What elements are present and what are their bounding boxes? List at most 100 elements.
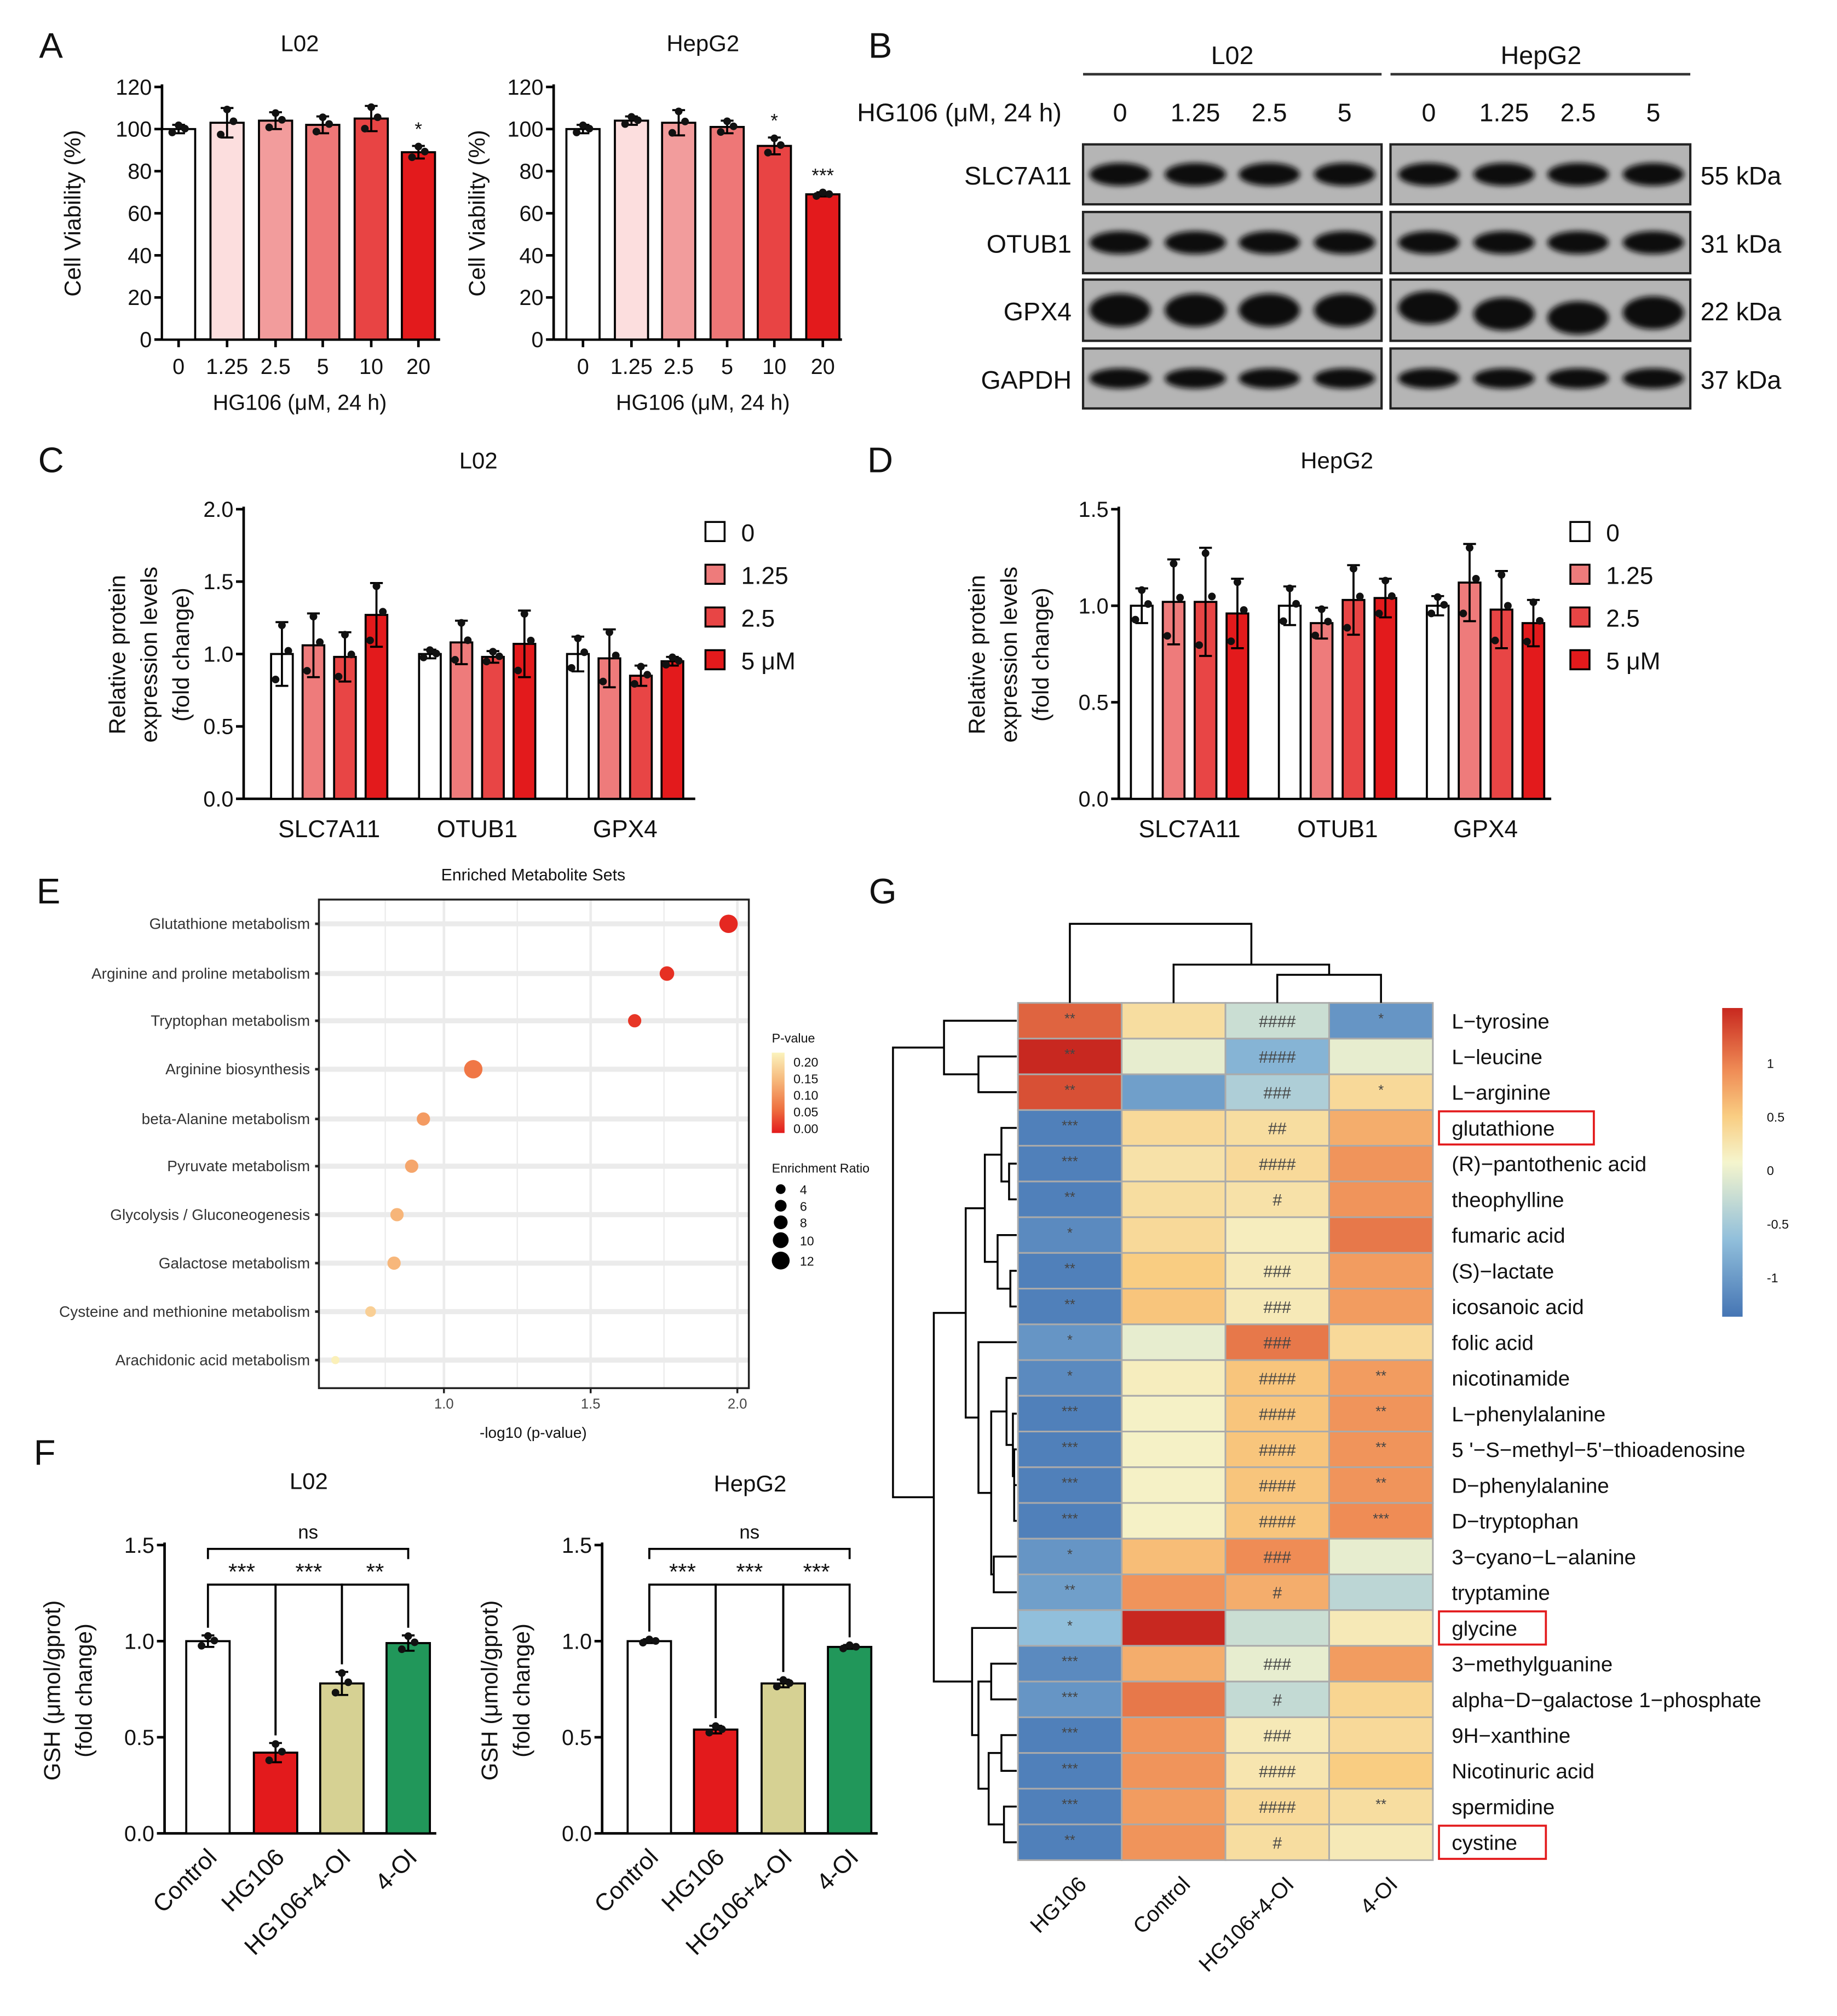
legend-swatch	[704, 649, 726, 671]
data-point	[1176, 594, 1184, 602]
heatmap-colorbar	[1722, 1008, 1743, 1317]
y-axis-label: (fold change)	[168, 587, 194, 722]
row-dendrogram-branch	[964, 1207, 985, 1419]
comparison-bracket	[341, 1583, 410, 1664]
bar	[1426, 604, 1450, 800]
enrichment-dot	[365, 1306, 376, 1317]
data-point	[338, 1669, 346, 1677]
data-point	[1317, 605, 1326, 613]
protein-label: OTUB1	[987, 230, 1072, 258]
colorbar-label: 0.00	[793, 1121, 818, 1136]
heatmap-cell	[1224, 1537, 1330, 1575]
bar	[401, 151, 436, 341]
bar-chart-c-l02: L02 0.0 0.5 1.0 1.5 2.0 Relative protein expres…	[104, 447, 796, 842]
blot-band	[1398, 291, 1460, 325]
column-label: HG106	[1026, 1872, 1091, 1938]
y-tick-label: 0.5	[562, 1726, 592, 1750]
molecular-weight-label: 31 kDa	[1701, 230, 1782, 258]
heatmap-cell	[1121, 1180, 1226, 1218]
heatmap-cell	[1328, 1038, 1434, 1075]
data-point	[457, 619, 465, 627]
data-point	[265, 1756, 273, 1765]
heatmap-cell	[1328, 1502, 1434, 1540]
x-category-label: OTUB1	[1297, 816, 1378, 843]
heatmap-cell	[1328, 1609, 1434, 1647]
x-category-label: Control	[589, 1844, 664, 1918]
star-significance-mark: *	[1378, 1082, 1384, 1098]
significance-label: *	[770, 110, 778, 131]
y-tick-label: 1.5	[124, 1534, 154, 1558]
colorbar-label: 0.05	[793, 1105, 818, 1119]
x-axis-label: -log10 (p-value)	[480, 1424, 587, 1441]
data-point	[482, 658, 491, 666]
heatmap-cell	[1224, 1573, 1330, 1611]
x-category-label: Control	[148, 1844, 222, 1918]
hash-significance-mark: ###	[1264, 1334, 1292, 1352]
lane-label: 5	[1338, 99, 1352, 127]
data-point	[411, 1638, 419, 1646]
x-category-label: 4-OI	[370, 1844, 423, 1896]
bar	[481, 655, 505, 800]
y-tick-label: 1.0	[1079, 594, 1109, 618]
metabolite-label: 9H−xanthine	[1452, 1724, 1570, 1748]
blot-band	[1314, 368, 1375, 389]
data-point	[681, 117, 689, 125]
y-tick-label: 1.0	[203, 642, 233, 666]
x-category-label: 4-OI	[811, 1844, 864, 1896]
data-point	[718, 1725, 726, 1733]
data-point	[198, 1641, 206, 1650]
data-point	[1472, 574, 1480, 583]
y-tick-label: 1.5	[1079, 498, 1109, 522]
blot-band	[1089, 231, 1151, 255]
y-tick-label: 1.0	[562, 1629, 592, 1654]
comparison-bracket	[206, 1547, 410, 1559]
bar	[209, 122, 245, 341]
data-point	[779, 1676, 787, 1684]
x-category-label: 2.5	[261, 355, 291, 379]
x-category-label: SLC7A11	[278, 816, 380, 843]
molecular-weight-label: 37 kDa	[1701, 366, 1782, 394]
pathway-label: Tryptophan metabolism	[151, 1012, 310, 1029]
blot-band	[1314, 231, 1375, 255]
data-point	[1523, 637, 1531, 646]
hash-significance-mark: ####	[1259, 1049, 1295, 1067]
chart-title: L02	[290, 1468, 328, 1494]
data-point	[764, 148, 772, 157]
blot-band	[1398, 163, 1460, 186]
heatmap-cell	[1121, 1466, 1226, 1504]
row-dendrogram-branch	[943, 1019, 1017, 1075]
data-point	[229, 117, 238, 125]
metabolite-label: Nicotinuric acid	[1452, 1760, 1594, 1783]
data-point	[612, 652, 620, 660]
blot-band	[1314, 163, 1375, 186]
heatmap-cell	[1121, 1430, 1226, 1468]
bar	[385, 1642, 431, 1835]
y-axis-label: Cell Viability (%)	[464, 130, 490, 296]
data-point	[637, 663, 645, 671]
row-dendrogram-branch	[1003, 1805, 1017, 1844]
heatmap-cell	[1121, 1073, 1226, 1111]
data-point	[1195, 641, 1203, 649]
x-category-label: 0	[577, 355, 589, 379]
metabolite-label: D−tryptophan	[1452, 1510, 1579, 1534]
data-point	[573, 128, 581, 136]
y-tick-label: 60	[519, 201, 543, 226]
blot-band	[1547, 368, 1609, 389]
x-category-label: 5	[721, 355, 733, 379]
significance-label: *	[414, 119, 422, 140]
star-significance-mark: *	[1378, 1011, 1384, 1027]
data-point	[366, 636, 374, 644]
hash-significance-mark: ###	[1264, 1727, 1292, 1746]
legend-swatch	[704, 521, 726, 543]
blot-band	[1473, 297, 1535, 331]
lane-label: 5	[1646, 99, 1661, 127]
star-significance-mark: ***	[1062, 1476, 1078, 1491]
star-significance-mark: **	[1375, 1476, 1386, 1491]
data-point	[175, 121, 183, 129]
hash-significance-mark: ####	[1259, 1477, 1295, 1495]
data-point	[265, 123, 273, 131]
metabolite-label: 5 '−S−methyl−5'−thioadenosine	[1452, 1438, 1745, 1462]
star-significance-mark: *	[1067, 1618, 1073, 1634]
heatmap-cell	[1328, 1537, 1434, 1575]
hash-significance-mark: ####	[1259, 1370, 1295, 1388]
